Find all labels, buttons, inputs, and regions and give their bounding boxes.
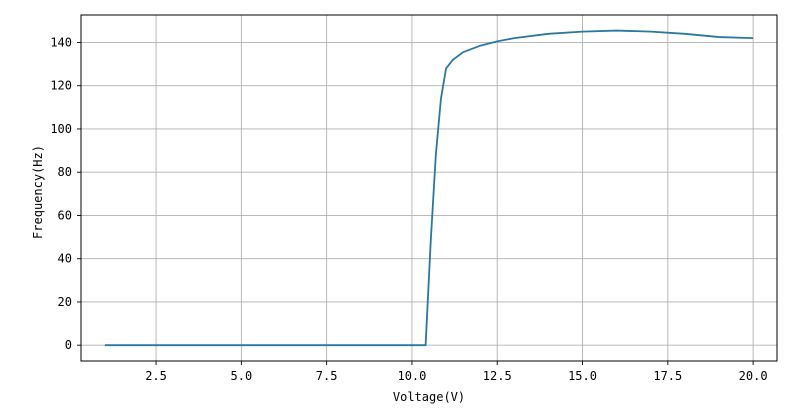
y-tick-label: 80	[58, 165, 72, 179]
x-tick-label: 17.5	[653, 369, 682, 383]
x-tick-label: 12.5	[483, 369, 512, 383]
y-tick-label: 0	[65, 338, 72, 352]
y-tick-label: 40	[58, 252, 72, 266]
x-tick-label: 2.5	[145, 369, 167, 383]
y-axis-label: Frequency(Hz)	[31, 145, 45, 239]
x-tick-label: 15.0	[568, 369, 597, 383]
y-axis: 0 20 40 60 80 100 120 140	[50, 35, 81, 352]
series-layer	[104, 29, 754, 347]
grid	[81, 15, 777, 361]
x-tick-label: 20.0	[739, 369, 768, 383]
y-tick-label: 140	[50, 35, 72, 49]
x-axis: 2.5 5.0 7.5 10.0 12.5 15.0 17.5 20.0	[145, 361, 768, 383]
y-tick-label: 120	[50, 79, 72, 93]
y-tick-label: 100	[50, 122, 72, 136]
y-tick-label: 20	[58, 295, 72, 309]
x-tick-label: 7.5	[316, 369, 338, 383]
x-tick-label: 5.0	[231, 369, 253, 383]
plot-frame	[80, 14, 778, 362]
series-line	[104, 29, 754, 347]
y-tick-label: 60	[58, 208, 72, 222]
x-tick-label: 10.0	[397, 369, 426, 383]
x-axis-label: Voltage(V)	[393, 390, 465, 404]
